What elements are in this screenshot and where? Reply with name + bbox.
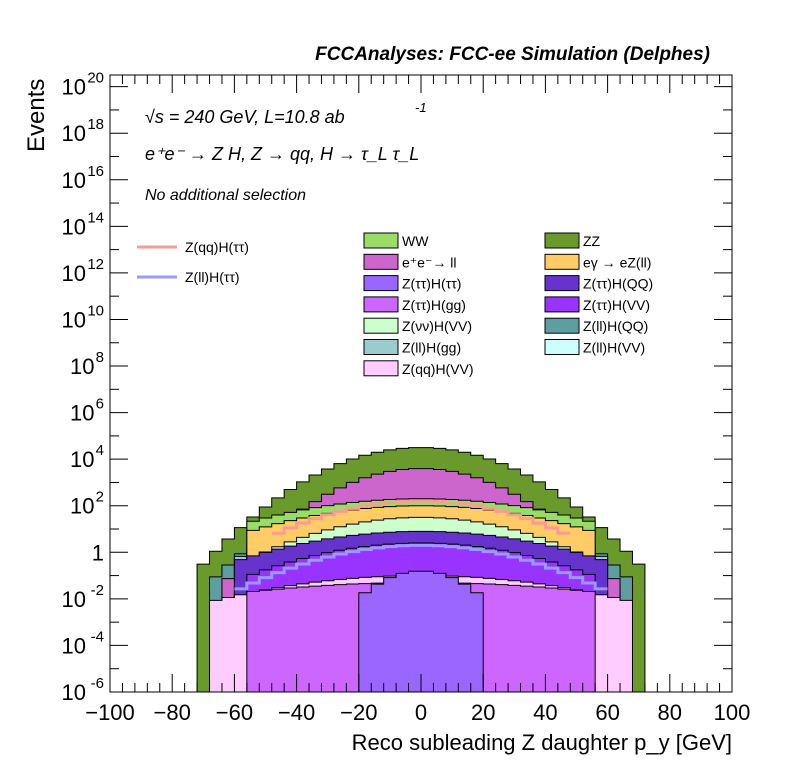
legend-fill-label: Z(ττ)H(QQ) <box>583 276 653 292</box>
annotation-process: e⁺e⁻ → Z H, Z → qq, H → τ_L τ_L <box>145 144 419 164</box>
svg-text:10: 10 <box>62 75 86 100</box>
line-z-qq-h- <box>271 499 571 535</box>
legend-fill-label: Z(ττ)H(gg) <box>402 297 466 313</box>
legend-fill-swatch <box>363 232 399 249</box>
x-tick-label: 0 <box>415 700 427 725</box>
svg-text:10: 10 <box>62 587 86 612</box>
y-tick-label: 1 <box>92 540 104 565</box>
legend-fill-swatch <box>363 339 399 355</box>
svg-text:12: 12 <box>87 256 104 273</box>
svg-text:10: 10 <box>62 261 86 286</box>
axes: −100 −80 −60 −40 −20 0 20 40 60 80 100201018101610… <box>62 70 751 725</box>
legend-line-label: Z(qq)H(ττ) <box>185 239 249 255</box>
x-tick-label: −40 <box>278 700 315 725</box>
y-tick-label: -2 10 <box>62 582 104 612</box>
y-tick-label: -4 10 <box>62 628 104 658</box>
legend-fill-label: Z(qq)H(VV) <box>402 361 474 377</box>
legend-fill-swatch <box>544 253 580 270</box>
legend-fill-label: Z(ττ)H(ττ) <box>402 276 461 292</box>
legend-fill-swatch <box>363 296 399 313</box>
svg-text:10: 10 <box>62 121 86 146</box>
line-z-ll-h- <box>234 543 608 591</box>
svg-text:4: 4 <box>96 442 104 459</box>
y-tick-label: 210 <box>70 489 104 519</box>
x-tick-label: 80 <box>658 700 682 725</box>
svg-text:-2: -2 <box>91 582 104 599</box>
svg-text:10: 10 <box>70 494 94 519</box>
legend-fill-label: eγ → eZ(ll) <box>583 254 651 270</box>
legend-fill-label: ZZ <box>583 233 601 249</box>
legend-fill-swatch <box>363 317 399 334</box>
svg-text:-6: -6 <box>91 675 104 692</box>
x-tick-label: 40 <box>533 700 557 725</box>
svg-text:10: 10 <box>62 307 86 332</box>
legend-fill-label: WW <box>402 233 429 249</box>
y-tick-label: 610 <box>70 396 104 426</box>
x-tick-label: 20 <box>471 700 495 725</box>
x-tick-label: −20 <box>340 700 377 725</box>
svg-text:10: 10 <box>70 354 94 379</box>
svg-text:10: 10 <box>70 401 94 426</box>
svg-text:20: 20 <box>87 70 104 87</box>
annotation-energy: √s = 240 GeV, L=10.8 ab -1 <box>145 100 427 127</box>
svg-text:10: 10 <box>62 680 86 705</box>
stacked-histograms <box>196 447 646 693</box>
x-axis-label: Reco subleading Z daughter p_y [GeV] <box>352 730 732 755</box>
x-tick-label: 100 <box>714 700 751 725</box>
chart-title: FCCAnalyses: FCC-ee Simulation (Delphes) <box>315 44 710 65</box>
legend-fill-swatch <box>544 296 580 313</box>
y-tick-label: 810 <box>70 349 104 379</box>
legend-fill-label: Z(ll)H(gg) <box>402 340 461 356</box>
legend-line-label: Z(ll)H(ττ) <box>185 269 240 285</box>
svg-text:2: 2 <box>96 489 104 506</box>
svg-text:10: 10 <box>62 168 86 193</box>
legend-fill-swatch <box>544 232 580 249</box>
svg-text:10: 10 <box>62 633 86 658</box>
svg-text:14: 14 <box>87 209 104 226</box>
stack-z-h- <box>358 570 484 693</box>
legend-fill-label: Z(ll)H(QQ) <box>583 318 648 334</box>
svg-text:10: 10 <box>70 447 94 472</box>
svg-text:1: 1 <box>92 540 104 565</box>
legend-fill-swatch <box>544 339 580 355</box>
x-tick-label: 60 <box>595 700 619 725</box>
svg-text:18: 18 <box>87 116 104 133</box>
svg-text:10: 10 <box>87 302 104 319</box>
legend-fill-swatch <box>363 275 399 292</box>
line-histograms <box>234 499 608 591</box>
legend-fill-swatch <box>363 360 399 377</box>
legend-fill-label: Z(ll)H(VV) <box>583 340 645 356</box>
legend-fill-label: Z(νν)H(VV) <box>402 318 472 334</box>
legend-fill-label: e⁺e⁻→ ll <box>402 254 456 270</box>
legend-fill-swatch <box>544 317 580 334</box>
svg-text:-4: -4 <box>91 628 104 645</box>
y-tick-label: -6 10 <box>62 675 104 705</box>
energy-text: √s = 240 GeV, L=10.8 ab <box>145 107 345 127</box>
legend-fill-swatch <box>544 275 580 292</box>
y-tick-label: 410 <box>70 442 104 472</box>
legend-fill-swatch <box>363 253 399 270</box>
svg-text:6: 6 <box>96 396 104 413</box>
y-axis-label: Events <box>23 79 50 152</box>
x-tick-label: −80 <box>154 700 191 725</box>
svg-text:10: 10 <box>62 214 86 239</box>
svg-text:8: 8 <box>96 349 104 366</box>
annotation-selection: No additional selection <box>145 187 306 204</box>
legend-fill-label: Z(ττ)H(VV) <box>583 297 650 313</box>
legend: Z(qq)H(ττ) Z(ll)H(ττ) WW ZZ e⁺e⁻→ ll eγ → eZ(… <box>137 232 653 377</box>
x-tick-label: −60 <box>216 700 253 725</box>
x-tick-label: −100 <box>85 700 135 725</box>
svg-text:16: 16 <box>87 163 104 180</box>
energy-exponent: -1 <box>415 100 427 115</box>
